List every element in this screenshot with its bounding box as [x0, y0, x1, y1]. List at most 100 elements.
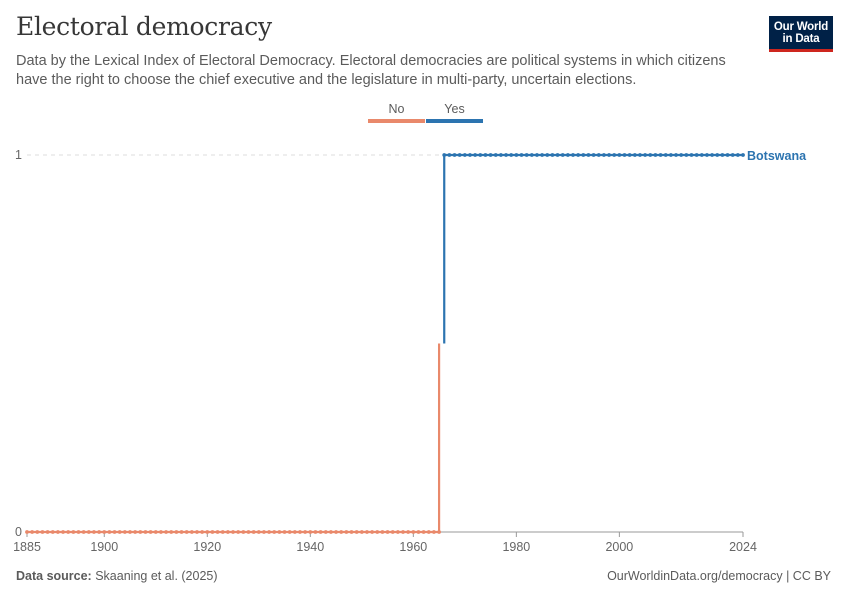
data-point[interactable] — [535, 153, 539, 157]
data-point[interactable] — [411, 530, 416, 534]
data-point[interactable] — [437, 530, 441, 534]
data-point[interactable] — [246, 530, 251, 534]
data-point[interactable] — [153, 530, 158, 534]
legend-label[interactable]: Yes — [444, 102, 464, 116]
data-point[interactable] — [519, 153, 524, 157]
data-point[interactable] — [45, 530, 50, 534]
data-point[interactable] — [164, 530, 168, 534]
data-point[interactable] — [365, 530, 369, 534]
data-point[interactable] — [705, 153, 709, 157]
data-point[interactable] — [225, 530, 230, 534]
data-point[interactable] — [267, 530, 272, 534]
data-point[interactable] — [323, 530, 328, 534]
data-point[interactable] — [30, 530, 35, 534]
data-point[interactable] — [370, 530, 375, 534]
data-point[interactable] — [287, 530, 292, 534]
data-point[interactable] — [694, 153, 699, 157]
data-point[interactable] — [298, 530, 302, 534]
data-point[interactable] — [277, 530, 282, 534]
data-point[interactable] — [66, 530, 71, 534]
data-point[interactable] — [684, 153, 689, 157]
data-point[interactable] — [220, 530, 225, 534]
data-point[interactable] — [643, 153, 648, 157]
data-point[interactable] — [715, 153, 720, 157]
data-point[interactable] — [282, 530, 287, 534]
data-point[interactable] — [334, 530, 338, 534]
data-point[interactable] — [128, 530, 132, 534]
data-point[interactable] — [97, 530, 102, 534]
data-point[interactable] — [25, 530, 29, 534]
data-point[interactable] — [488, 153, 493, 157]
data-point[interactable] — [390, 530, 395, 534]
data-point[interactable] — [406, 530, 411, 534]
data-point[interactable] — [540, 153, 545, 157]
data-point[interactable] — [468, 153, 472, 157]
data-point[interactable] — [571, 153, 575, 157]
data-point[interactable] — [648, 153, 653, 157]
data-point[interactable] — [174, 530, 179, 534]
data-point[interactable] — [627, 153, 632, 157]
data-point[interactable] — [122, 530, 127, 534]
data-point[interactable] — [205, 530, 210, 534]
data-point[interactable] — [256, 530, 261, 534]
data-point[interactable] — [668, 153, 673, 157]
data-point[interactable] — [545, 153, 550, 157]
data-point[interactable] — [720, 153, 725, 157]
legend-swatch[interactable] — [368, 119, 425, 123]
data-point[interactable] — [395, 530, 400, 534]
data-point[interactable] — [71, 530, 76, 534]
data-point[interactable] — [555, 153, 560, 157]
data-point[interactable] — [303, 530, 308, 534]
data-source-text[interactable]: Skaaning et al. (2025) — [95, 569, 218, 583]
data-point[interactable] — [292, 530, 297, 534]
data-point[interactable] — [272, 530, 277, 534]
data-point[interactable] — [735, 153, 740, 157]
data-point[interactable] — [457, 153, 462, 157]
data-point[interactable] — [380, 530, 385, 534]
data-point[interactable] — [725, 153, 730, 157]
data-point[interactable] — [560, 153, 565, 157]
data-point[interactable] — [102, 530, 107, 534]
data-point[interactable] — [493, 153, 498, 157]
data-point[interactable] — [241, 530, 246, 534]
data-point[interactable] — [50, 530, 55, 534]
data-point[interactable] — [710, 153, 714, 157]
data-point[interactable] — [498, 153, 503, 157]
data-point[interactable] — [416, 530, 421, 534]
data-point[interactable] — [421, 530, 426, 534]
data-point[interactable] — [478, 153, 483, 157]
data-point[interactable] — [76, 530, 81, 534]
data-point[interactable] — [524, 153, 529, 157]
series-line-no[interactable] — [27, 343, 441, 534]
data-point[interactable] — [442, 153, 447, 157]
data-point[interactable] — [689, 153, 694, 157]
data-point[interactable] — [509, 153, 514, 157]
data-point[interactable] — [359, 530, 364, 534]
data-point[interactable] — [699, 153, 704, 157]
series-label[interactable]: Botswana — [747, 149, 807, 163]
data-point[interactable] — [308, 530, 313, 534]
data-point[interactable] — [354, 530, 359, 534]
data-point[interactable] — [653, 153, 658, 157]
data-point[interactable] — [622, 153, 627, 157]
data-point[interactable] — [92, 530, 96, 534]
data-point[interactable] — [602, 153, 606, 157]
data-point[interactable] — [375, 530, 380, 534]
data-point[interactable] — [56, 530, 60, 534]
data-point[interactable] — [236, 530, 241, 534]
data-point[interactable] — [81, 530, 86, 534]
data-point[interactable] — [143, 530, 148, 534]
data-point[interactable] — [591, 153, 596, 157]
data-point[interactable] — [473, 153, 478, 157]
data-point[interactable] — [504, 153, 508, 157]
legend-swatch[interactable] — [426, 119, 483, 123]
data-point[interactable] — [679, 153, 684, 157]
data-point[interactable] — [313, 530, 318, 534]
data-point[interactable] — [663, 153, 668, 157]
data-point[interactable] — [607, 153, 611, 157]
data-point[interactable] — [329, 530, 333, 534]
data-point[interactable] — [200, 530, 205, 534]
series-group[interactable]: Botswana — [25, 149, 807, 534]
data-point[interactable] — [632, 153, 637, 157]
data-point[interactable] — [35, 530, 40, 534]
